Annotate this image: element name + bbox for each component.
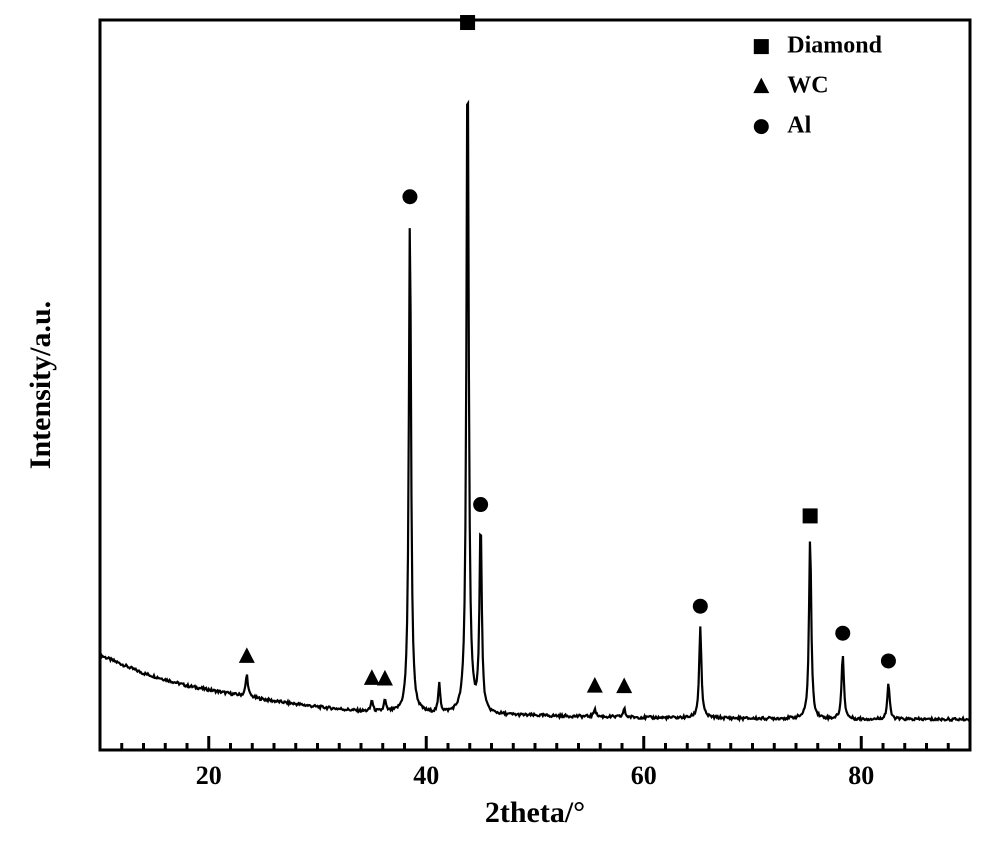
x-tick-label: 40 — [413, 761, 439, 790]
marker-circle — [881, 653, 896, 668]
x-tick-label: 20 — [196, 761, 222, 790]
y-axis-label: Intensity/a.u. — [24, 301, 57, 469]
marker-square — [803, 508, 818, 523]
marker-circle-legend — [754, 119, 769, 134]
marker-circle — [693, 599, 708, 614]
chart-svg: 20 40 60 80 2theta/° Intensity/a.u. Diamond WC A… — [0, 0, 1000, 848]
marker-circle — [473, 497, 488, 512]
marker-circle — [835, 626, 850, 641]
x-axis-label: 2theta/° — [485, 796, 585, 829]
legend-label: WC — [787, 73, 828, 99]
xrd-chart: 20 40 60 80 2theta/° Intensity/a.u. Diamond WC A… — [0, 0, 1000, 848]
legend-label: Diamond — [787, 33, 882, 59]
legend-label: Al — [787, 113, 811, 139]
marker-square-legend — [754, 39, 769, 54]
marker-circle — [402, 189, 417, 204]
marker-square — [460, 15, 475, 30]
x-tick-label: 80 — [848, 761, 874, 790]
x-tick-label: 60 — [631, 761, 657, 790]
